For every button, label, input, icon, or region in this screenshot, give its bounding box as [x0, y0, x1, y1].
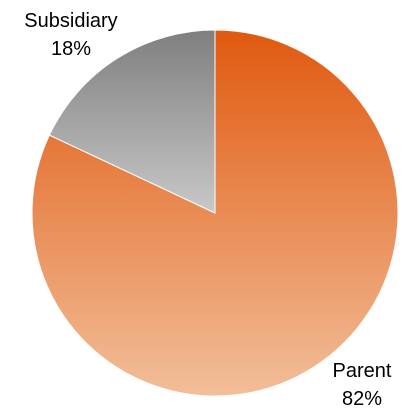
subsidiary-percent-label: 18% — [51, 38, 91, 60]
pie-labels: Subsidiary 18% Parent 82% — [24, 10, 392, 410]
pie-slice-subsidiary — [48, 29, 216, 214]
parent-percent-label: 82% — [342, 388, 382, 410]
subsidiary-name-label: Subsidiary — [24, 10, 117, 32]
pie-slices — [31, 29, 399, 397]
parent-name-label: Parent — [333, 360, 392, 382]
